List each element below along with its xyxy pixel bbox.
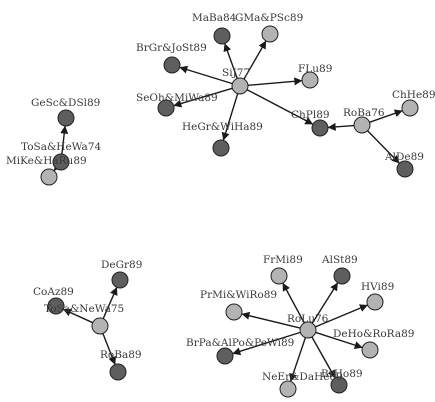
citation-edge xyxy=(241,311,301,329)
node-label: GeSc&DSl89 xyxy=(31,97,100,109)
graph-node[interactable] xyxy=(91,317,109,335)
graph-node[interactable] xyxy=(401,99,419,117)
citation-edge xyxy=(223,43,238,79)
node-label: BrGr&JoSt89 xyxy=(136,42,207,54)
node-label: DeHo&RoRa89 xyxy=(333,328,414,340)
citation-edge xyxy=(232,331,301,356)
node-label: GMa&PSc89 xyxy=(235,12,303,24)
citation-edge xyxy=(179,65,233,85)
node-label: PrMi&WiRo89 xyxy=(200,289,277,301)
citation-edge xyxy=(60,125,69,155)
citation-edge xyxy=(173,87,233,108)
graph-node[interactable] xyxy=(157,99,175,117)
node-layer xyxy=(40,25,419,398)
node-label: NeEr&DaHe89 xyxy=(262,371,343,383)
citation-edge xyxy=(102,333,117,365)
node-label: ChHe89 xyxy=(392,89,435,101)
node-label: RoBa76 xyxy=(343,107,385,119)
graph-node[interactable] xyxy=(366,293,384,311)
graph-node[interactable] xyxy=(279,380,297,398)
node-label: HVi89 xyxy=(361,281,394,293)
citation-edge xyxy=(311,282,339,324)
graph-node[interactable] xyxy=(40,168,58,186)
graph-node[interactable] xyxy=(361,341,379,359)
graph-node[interactable] xyxy=(333,267,351,285)
node-label: MiKe&HaRu89 xyxy=(6,155,87,167)
citation-edge xyxy=(246,89,314,125)
graph-node[interactable] xyxy=(111,271,129,289)
node-label: AlSt89 xyxy=(321,254,358,266)
node-label: RoBa89 xyxy=(100,349,142,361)
graph-node[interactable] xyxy=(270,267,288,285)
node-label: ToSa&HeWa74 xyxy=(21,141,102,153)
citation-edge xyxy=(369,109,403,123)
node-label: FrMi89 xyxy=(263,254,303,266)
node-label: CoAz89 xyxy=(33,286,74,298)
graph-node[interactable] xyxy=(52,153,70,171)
graph-node[interactable] xyxy=(311,119,329,137)
graph-node[interactable] xyxy=(353,116,371,134)
citation-edge xyxy=(315,304,368,328)
graph-node[interactable] xyxy=(47,297,65,315)
graph-node[interactable] xyxy=(301,71,319,89)
node-label: SeOh&MiWa89 xyxy=(136,92,218,104)
node-label: BrHo89 xyxy=(321,368,363,380)
node-label: ChPl89 xyxy=(291,109,330,121)
node-label: AlDe89 xyxy=(384,151,424,163)
citation-edge xyxy=(327,122,355,131)
graph-node[interactable] xyxy=(216,347,234,365)
citation-edge xyxy=(311,336,336,379)
graph-node[interactable] xyxy=(57,109,75,127)
citation-edge xyxy=(243,40,267,80)
citation-edge xyxy=(315,331,363,349)
graph-node[interactable] xyxy=(261,25,279,43)
node-label: BrPa&AlPo&PeWi89 xyxy=(186,337,294,349)
citation-edge xyxy=(247,77,303,87)
graph-node[interactable] xyxy=(330,376,348,394)
node-label: SiJ77 xyxy=(222,67,250,79)
graph-node[interactable] xyxy=(231,77,249,95)
node-label: ToSa&NeWa75 xyxy=(44,303,124,315)
graph-node[interactable] xyxy=(109,363,127,381)
citation-edge xyxy=(63,308,94,324)
citation-edge xyxy=(367,130,400,164)
graph-node[interactable] xyxy=(212,139,230,157)
graph-node[interactable] xyxy=(299,321,317,339)
node-label: FLu89 xyxy=(298,63,332,75)
node-label: HeGr&WiHa89 xyxy=(182,121,263,133)
citation-edge xyxy=(221,93,239,141)
node-label: RoLu76 xyxy=(287,313,329,325)
edge-layer xyxy=(53,40,403,382)
citation-edge xyxy=(102,287,118,319)
node-label: MaBa84 xyxy=(192,12,237,24)
citation-edge xyxy=(282,282,305,324)
graph-node[interactable] xyxy=(213,27,231,45)
graph-node[interactable] xyxy=(163,56,181,74)
node-label: DeGr89 xyxy=(101,259,142,271)
citation-edge xyxy=(289,337,307,382)
graph-node[interactable] xyxy=(396,160,414,178)
graph-node[interactable] xyxy=(225,303,243,321)
